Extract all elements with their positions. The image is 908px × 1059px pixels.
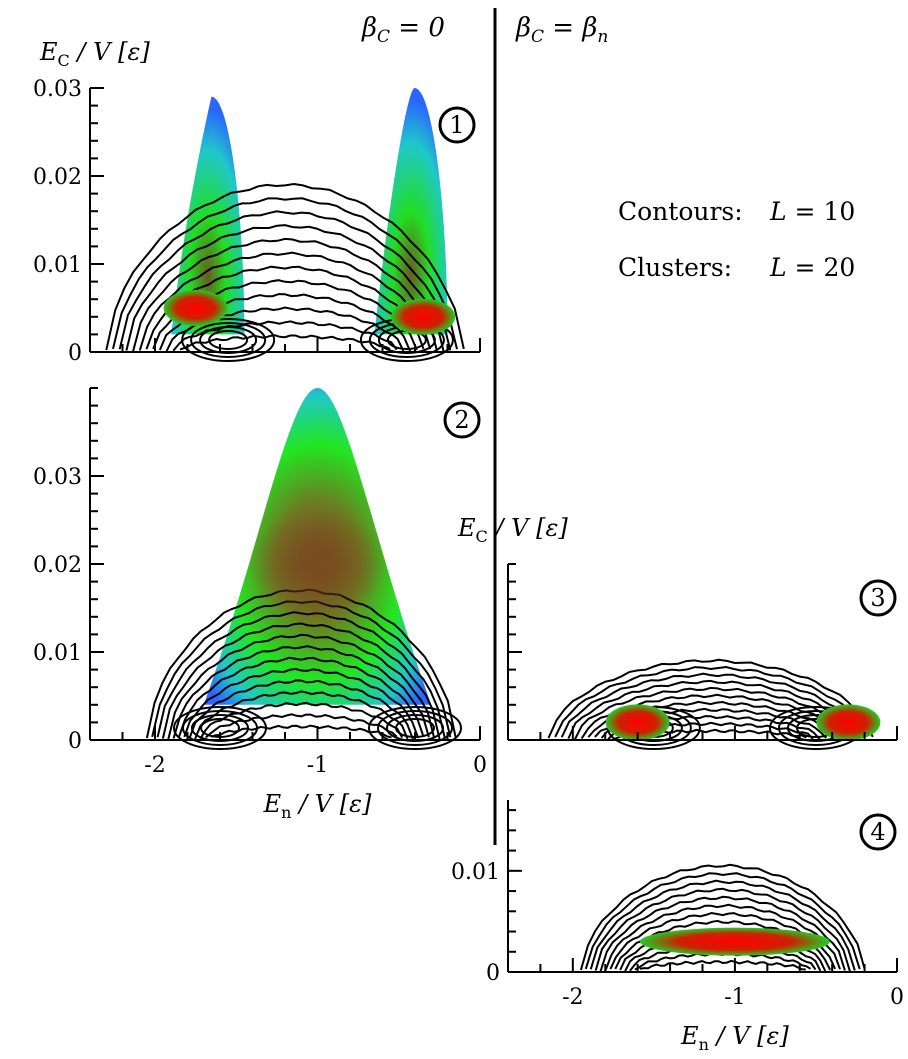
panel-4: 0 0.01 -2 -1 0 En / V [ε] 4	[451, 800, 904, 1054]
x-tick-label: -2	[144, 753, 165, 778]
contour-line	[118, 210, 452, 351]
hotspot-brown	[247, 509, 388, 619]
contour-line	[125, 224, 445, 352]
contour-line	[172, 645, 430, 739]
contour-line	[105, 182, 465, 351]
y-axis-label: EC / V [ε]	[39, 38, 150, 70]
y-tick-label: 0	[486, 961, 500, 986]
contour-line	[594, 887, 851, 972]
legend-label-contours: Contours:	[618, 197, 743, 226]
x-tick-label: 0	[890, 985, 904, 1010]
axes	[507, 800, 898, 973]
contour-line	[138, 251, 432, 351]
contour-line	[589, 879, 856, 971]
legend-value-contours: L = 10	[769, 197, 855, 226]
axes	[507, 563, 898, 741]
panel-badge: 4	[859, 813, 897, 851]
contour-line	[183, 667, 420, 739]
contour-lines	[145, 588, 462, 750]
contour-island	[173, 706, 267, 750]
contour-line	[188, 679, 414, 740]
legend-value-clusters: L = 20	[769, 253, 855, 282]
hotspot-red	[816, 704, 881, 741]
contour-island	[190, 322, 267, 358]
panel-badge-number: 2	[454, 406, 469, 434]
axes	[89, 87, 481, 353]
panel-2: 0 0.01 0.02 0.03 -2 -1 0 En / V [ε] 2	[33, 387, 487, 822]
y-tick-label: 0.01	[33, 253, 82, 278]
contour-line	[210, 724, 392, 739]
x-axis-label: En / V [ε]	[263, 790, 372, 822]
panel-badge: 3	[859, 579, 897, 617]
contour-line	[547, 658, 874, 739]
panel-badge: 1	[438, 106, 476, 144]
contour-line	[205, 713, 398, 739]
contour-island	[182, 710, 258, 746]
axes	[89, 387, 481, 741]
contour-island	[368, 706, 462, 750]
y-tick-label: 0	[68, 341, 82, 366]
contour-island	[181, 318, 276, 362]
y-tick-label: 0.02	[33, 165, 82, 190]
contour-line	[639, 959, 806, 971]
panel-badge-number: 1	[449, 111, 464, 139]
contour-lines	[105, 182, 465, 362]
contour-line	[604, 903, 841, 971]
contour-line	[599, 895, 846, 972]
panel-1: 0 0.01 0.02 0.03 EC / V [ε] 1	[33, 38, 481, 366]
contour-line	[177, 656, 425, 738]
contour-line	[560, 672, 861, 739]
x-tick-label: 0	[473, 753, 487, 778]
contour-line	[579, 863, 866, 971]
y-axis-label: EC / V [ε]	[457, 514, 568, 546]
contour-island	[377, 710, 453, 746]
hotspot-red	[163, 290, 228, 326]
hotspot-red	[391, 298, 456, 335]
contour-line	[167, 633, 436, 740]
contour-line	[199, 701, 404, 740]
contour-line	[567, 679, 854, 740]
legend-label-clusters: Clusters:	[618, 253, 732, 282]
panel-badge-number: 4	[870, 818, 885, 846]
x-tick-label: -2	[562, 985, 583, 1010]
cluster-region	[374, 88, 448, 335]
contour-line	[609, 911, 837, 970]
contour-line	[554, 665, 867, 738]
x-axis-label: En / V [ε]	[680, 1022, 789, 1054]
panel-3: EC / V [ε] 3	[457, 514, 898, 750]
x-tick-label: -1	[724, 985, 745, 1010]
panel-badge-number: 3	[870, 584, 885, 612]
contour-line	[132, 237, 438, 352]
y-tick-label: 0.01	[451, 860, 500, 885]
panel-badge: 2	[443, 401, 481, 439]
hotspot-red	[605, 704, 670, 741]
contour-line	[574, 686, 848, 740]
contour-line	[179, 334, 391, 351]
contour-line	[112, 197, 458, 350]
hotspot-red	[639, 927, 830, 956]
y-tick-label: 0	[68, 729, 82, 754]
y-tick-label: 0.03	[33, 77, 82, 102]
legend: Contours: L = 10 Clusters: L = 20	[618, 197, 855, 282]
x-tick-label: -1	[307, 753, 328, 778]
column-header-right: βC = βn	[515, 13, 608, 47]
y-tick-label: 0.03	[33, 465, 82, 490]
contour-lines	[547, 658, 874, 750]
y-tick-label: 0.02	[33, 553, 82, 578]
column-header-left: βC = 0	[361, 13, 445, 47]
contour-line	[161, 622, 441, 740]
contour-line	[584, 872, 861, 970]
contour-island	[208, 330, 249, 350]
y-tick-label: 0.01	[33, 641, 82, 666]
